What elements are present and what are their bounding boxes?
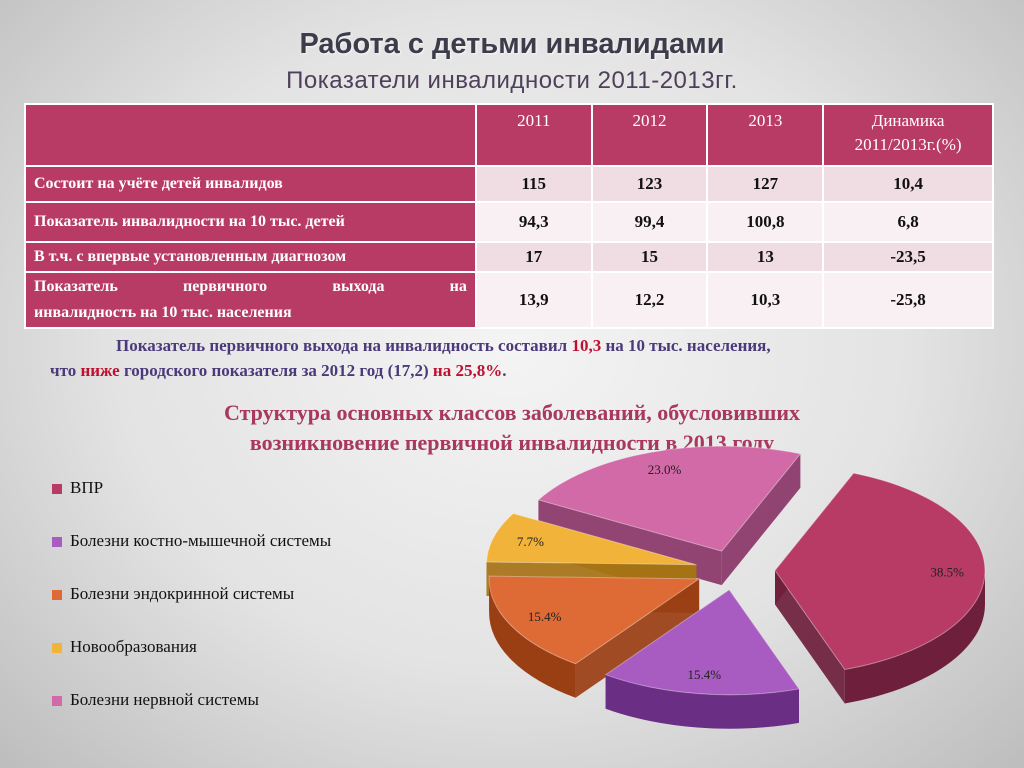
note-text: что [50,361,81,380]
table-cell: 127 [706,165,825,203]
pie-slice-label: 7.7% [517,534,544,549]
table-cell: 99,4 [590,201,709,243]
table-cell: 12,2 [590,271,709,329]
note-text: городского показателя за 2012 год (17,2) [119,361,433,380]
table-row: Состоит на учёте детей инвалидов 115 123… [24,165,994,203]
pie-slice-label: 23.0% [648,462,682,477]
legend-label: Болезни костно-мышечной системы [70,531,332,550]
table-row-label-line1: Показатель первичного выхода на [34,278,467,295]
table-row: В т.ч. с впервые установленным диагнозом… [24,241,994,273]
table-header-2011: 2011 [474,103,593,167]
note-text: . [502,361,507,380]
note-text: на 10 тыс. населения, [601,336,771,355]
indicators-table: 2011 2012 2013 Динамика 2011/2013г.(%) С… [24,103,994,329]
table-cell: 10,4 [822,165,994,203]
chart-title-line1: Структура основных классов заболеваний, … [223,400,801,425]
pie-slice [488,575,701,698]
table-row-label: Показатель инвалидности на 10 тыс. детей [24,201,477,243]
table-row-label: В т.ч. с впервые установленным диагнозом [24,241,477,273]
table-cell: 6,8 [822,201,994,243]
table-cell: -23,5 [822,241,994,273]
pie-slice-label: 15.4% [528,609,562,624]
note-highlight-percent: на 25,8% [432,361,503,380]
table-header-dynamics: Динамика 2011/2013г.(%) [822,103,994,167]
legend-swatch [52,484,62,494]
pie-slice [604,589,800,729]
pie-slice-label: 38.5% [930,564,964,579]
dynamics-header-line1: Динамика [871,111,945,130]
table-cell: 100,8 [706,201,825,243]
legend-swatch [52,643,62,653]
table-row-label: Показатель первичного выхода на инвалидн… [24,271,477,329]
table-cell: 123 [590,165,709,203]
table-header-2013: 2013 [706,103,825,167]
legend-swatch [52,696,62,706]
table-cell: -25,8 [822,271,994,329]
legend-label: Болезни эндокринной системы [70,584,295,603]
table-cell: 115 [474,165,593,203]
table-cell: 13 [706,241,825,273]
table-header-2012: 2012 [590,103,709,167]
table-header-row: 2011 2012 2013 Динамика 2011/2013г.(%) [24,103,994,167]
legend-label: Болезни нервной системы [70,690,259,709]
legend-swatch [52,537,62,547]
table-cell: 17 [474,241,593,273]
legend-swatch [52,590,62,600]
summary-note-line1: Показатель первичного выхода на инвалидн… [0,336,1024,356]
table-row: Показатель инвалидности на 10 тыс. детей… [24,201,994,243]
table-header-corner [24,103,477,167]
summary-note-line2: что ниже городского показателя за 2012 г… [0,361,1024,381]
table-cell: 94,3 [474,201,593,243]
slide-subtitle: Показатели инвалидности 2011-2013гг. [286,67,738,94]
table-row: Показатель первичного выхода на инвалидн… [24,271,994,329]
pie-slice-label: 15.4% [687,667,721,682]
note-text: Показатель первичного выхода на инвалидн… [116,336,572,355]
legend-label: Новообразования [70,637,197,656]
table-cell: 13,9 [474,271,593,329]
table-row-label-line2: инвалидность на 10 тыс. населения [34,304,292,321]
slide-title: Работа с детьми инвалидами [299,28,725,60]
table-cell: 10,3 [706,271,825,329]
table-row-label: Состоит на учёте детей инвалидов [24,165,477,203]
table-cell: 15 [590,241,709,273]
note-highlight-value: 10,3 [571,336,602,355]
note-highlight-word: ниже [80,361,120,380]
pie-slice [774,472,986,704]
legend-label: ВПР [70,478,104,497]
dynamics-header-line2: 2011/2013г.(%) [854,135,962,154]
